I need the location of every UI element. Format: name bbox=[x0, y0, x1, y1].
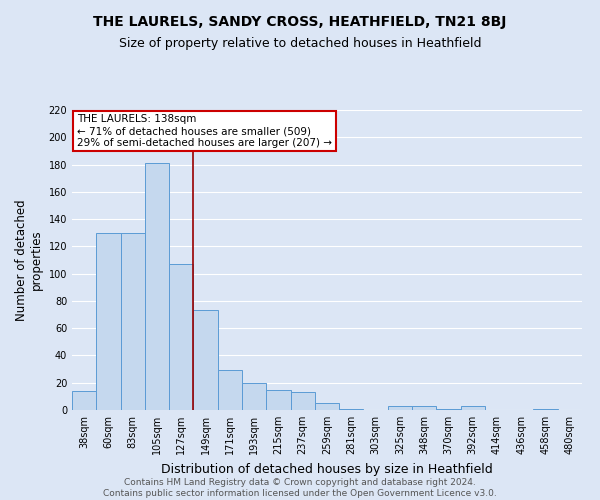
Bar bbox=[218, 370, 242, 410]
Bar bbox=[436, 408, 461, 410]
Bar bbox=[388, 406, 412, 410]
Text: Contains HM Land Registry data © Crown copyright and database right 2024.
Contai: Contains HM Land Registry data © Crown c… bbox=[103, 478, 497, 498]
Bar bbox=[266, 390, 290, 410]
Bar bbox=[533, 408, 558, 410]
Bar bbox=[193, 310, 218, 410]
Bar bbox=[145, 163, 169, 410]
Bar bbox=[96, 232, 121, 410]
Y-axis label: Number of detached
properties: Number of detached properties bbox=[15, 199, 43, 321]
Text: THE LAURELS: 138sqm
← 71% of detached houses are smaller (509)
29% of semi-detac: THE LAURELS: 138sqm ← 71% of detached ho… bbox=[77, 114, 332, 148]
Text: THE LAURELS, SANDY CROSS, HEATHFIELD, TN21 8BJ: THE LAURELS, SANDY CROSS, HEATHFIELD, TN… bbox=[94, 15, 506, 29]
X-axis label: Distribution of detached houses by size in Heathfield: Distribution of detached houses by size … bbox=[161, 462, 493, 475]
Bar bbox=[315, 403, 339, 410]
Bar bbox=[121, 232, 145, 410]
Bar bbox=[242, 382, 266, 410]
Text: Size of property relative to detached houses in Heathfield: Size of property relative to detached ho… bbox=[119, 38, 481, 51]
Bar bbox=[169, 264, 193, 410]
Bar bbox=[412, 406, 436, 410]
Bar bbox=[72, 391, 96, 410]
Bar bbox=[339, 408, 364, 410]
Bar bbox=[290, 392, 315, 410]
Bar bbox=[461, 406, 485, 410]
